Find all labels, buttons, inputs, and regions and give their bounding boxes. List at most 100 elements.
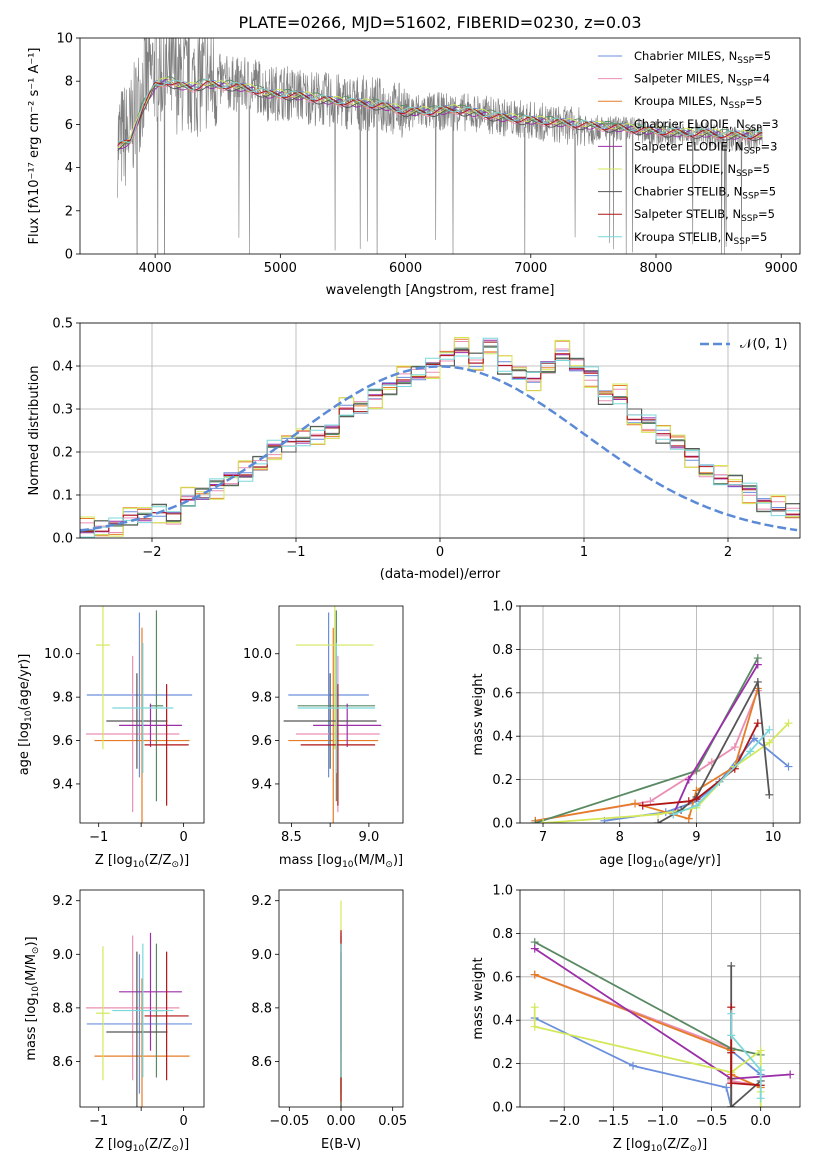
x-axis-label-part: (M/M (354, 853, 386, 868)
legend-entry-9-part: SSP (734, 237, 751, 247)
model-spectrum-line-9 (117, 78, 763, 144)
legend-entry-3-part: =5 (745, 94, 762, 108)
legend-entry-5-part: =3 (761, 139, 778, 153)
plot-area (80, 337, 800, 538)
x-axis-label-part: (age/yr)] (664, 853, 721, 868)
legend-entry-1-part: Chabrier MILES, N (634, 49, 737, 63)
weight-marker-8 (727, 1079, 736, 1088)
legend-entry-4: Chabrier ELODIE, NSSP=3 (634, 117, 779, 134)
legend-entry-7: Chabrier STELIB, NSSP=5 (634, 185, 776, 202)
weight-marker-5 (753, 660, 762, 669)
x-axis-label-part: (Z/Z (662, 1137, 689, 1152)
legend-entry-7-part: Chabrier STELIB, N (634, 185, 742, 199)
histogram-series-8 (80, 341, 800, 532)
plot-area (85, 606, 193, 823)
weight-marker-3 (684, 814, 693, 823)
x-tick-label: −0.5 (696, 1114, 728, 1129)
x-axis-label: Z [log10(Z/Z⊙)] (95, 1137, 189, 1154)
y-tick-label: 4 (65, 161, 73, 176)
legend-entry-4-part: Chabrier ELODIE, N (634, 117, 745, 131)
weight-marker-6 (756, 1103, 765, 1107)
weight-marker-7 (727, 1103, 736, 1107)
axes-frame (79, 37, 801, 255)
weight-marker-3 (530, 970, 539, 979)
legend-entry-8: Salpeter STELIB, NSSP=5 (634, 207, 775, 224)
x-axis-label: E(B-V) (321, 1137, 361, 1152)
weight-marker-9 (669, 810, 678, 819)
legend-entry-3: Kroupa MILES, NSSP=5 (634, 94, 762, 111)
axes-frame (79, 889, 205, 1108)
x-tick-label: −2 (142, 545, 161, 560)
y-tick-label: 2 (65, 204, 73, 219)
legend-entry-2-part: =4 (753, 72, 770, 86)
y-axis-label-part: (age/yr)] (17, 654, 32, 711)
x-axis-label: mass [log10(M/M⊙)] (279, 853, 403, 870)
y-axis-label: mass weight (471, 957, 486, 1039)
x-tick-label: −0.05 (269, 1114, 309, 1129)
weight-marker-5 (530, 944, 539, 953)
y-axis-label: age [log10(age/yr)] (17, 654, 34, 776)
legend-normal-label: 𝒩(0, 1) (740, 337, 787, 352)
weight-marker-8 (684, 797, 693, 806)
legend-entry-4-part: SSP (745, 124, 762, 134)
x-axis-label: (data-model)/error (380, 567, 501, 582)
mass-vs-metallicity-panel: −1 08.68.89.09.2Z [log10(Z/Z⊙)]mass [log1… (24, 889, 205, 1154)
x-axis-label-part: Z [log (613, 1137, 651, 1152)
weight-series-9 (730, 1013, 762, 1099)
x-axis-label-part: 10 (652, 860, 664, 870)
weight-marker-4 (531, 819, 540, 823)
y-tick-label: 10 (56, 32, 73, 47)
y-axis-label-part: mass [log (24, 997, 39, 1060)
x-axis-label: wavelength [Angstrom, rest frame] (326, 283, 555, 298)
histogram-series-7 (80, 345, 800, 533)
weight-marker-9 (765, 725, 774, 734)
weight-series-3 (535, 688, 759, 822)
x-axis-label-part: (Z/Z (144, 853, 171, 868)
y-tick-label: 0.2 (52, 446, 73, 461)
x-tick-label: 9000 (765, 261, 798, 276)
y-tick-label: 8.6 (251, 1055, 272, 1070)
y-tick-label: 9.8 (251, 691, 272, 706)
y-tick-label: 0.4 (52, 360, 73, 375)
weight-marker-1 (722, 1083, 731, 1092)
x-tick-label: 10 (765, 830, 782, 845)
x-axis-label-part: (Z/Z (144, 1137, 171, 1152)
weight-marker-3 (631, 799, 640, 808)
legend-entry-9: Kroupa STELIB, NSSP=5 (634, 230, 767, 247)
weight-marker-6 (530, 1003, 539, 1012)
y-tick-label: 8.8 (251, 1001, 272, 1016)
histogram-series-5 (80, 339, 800, 534)
y-axis-label-part: ⊙ (31, 947, 41, 955)
x-tick-label: 8 (616, 830, 624, 845)
x-tick-label: 9 (692, 830, 700, 845)
y-axis-label-part: 10 (31, 986, 41, 998)
weight-series-8 (730, 1007, 761, 1087)
legend-entry-6: Kroupa ELODIE, NSSP=5 (634, 162, 770, 179)
y-tick-label: 0.8 (492, 643, 513, 658)
weight-series-5 (672, 664, 759, 815)
x-axis-label-part: ⊙ (171, 1144, 179, 1154)
model-spectrum-line-8 (117, 80, 763, 146)
x-axis-label-part: Z [log (95, 853, 133, 868)
legend-entry-2-part: SSP (736, 79, 753, 89)
x-tick-label: 9.0 (359, 830, 380, 845)
weight-marker-6 (756, 1046, 765, 1055)
y-tick-label: 1.0 (492, 600, 513, 615)
legend-entry-5-part: SSP (744, 146, 761, 156)
spectrum-panel: 4000 5000 6000 7000 8000 9000 0 2 4 6 8 10 wavelengt… (27, 32, 801, 298)
weight-series-1 (604, 737, 790, 822)
legend-entry-5: Salpeter ELODIE, NSSP=3 (634, 139, 777, 156)
weight-marker-1 (628, 1061, 637, 1070)
legend-entry-6-part: SSP (736, 169, 753, 179)
axes-frame (79, 605, 205, 824)
y-axis-label: mass weight (471, 673, 486, 755)
weight-marker-2 (730, 743, 739, 752)
y-tick-label: 10.0 (44, 647, 73, 662)
x-tick-label: 7000 (514, 261, 547, 276)
weight-marker-9 (692, 801, 701, 810)
legend-entry-8-part: SSP (741, 214, 758, 224)
x-axis-label-part: )] (393, 853, 403, 868)
y-tick-label: 9.6 (52, 734, 73, 749)
y-tick-label: 0.4 (492, 1014, 513, 1029)
plot-area (85, 932, 193, 1107)
